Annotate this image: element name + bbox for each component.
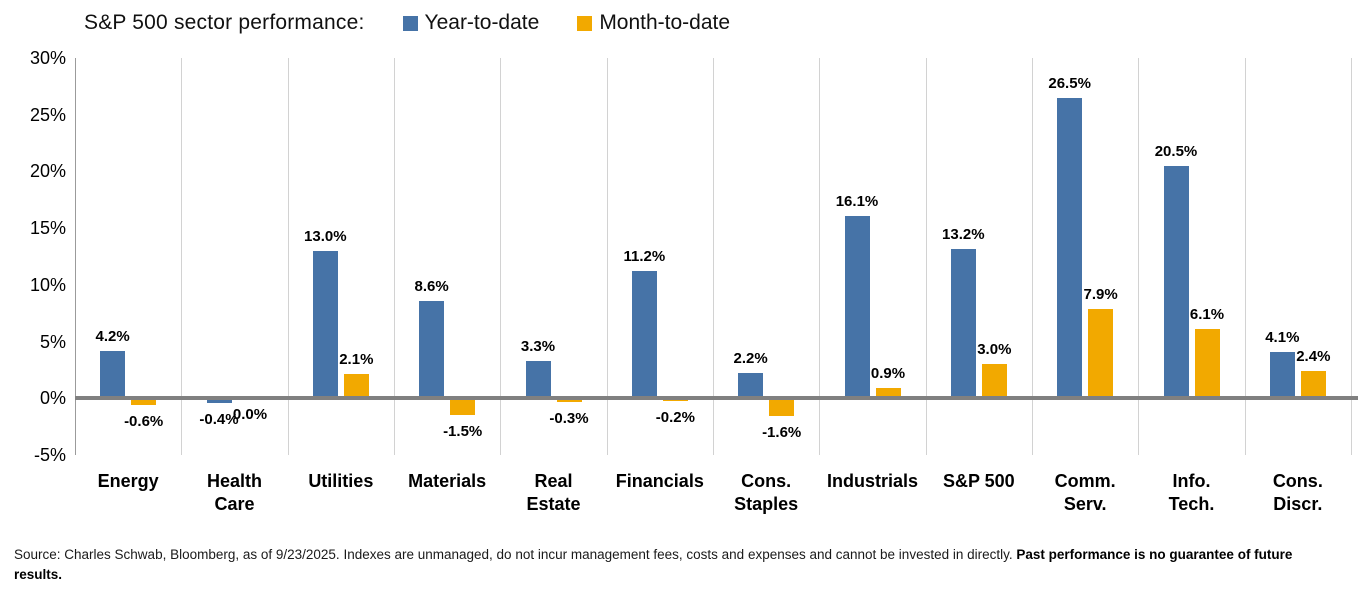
value-label-year-to-date-industrials: 16.1%	[835, 192, 879, 210]
bar-year-to-date-energy	[100, 350, 126, 399]
bar-month-to-date-cons-discr	[1300, 371, 1326, 399]
legend-swatch-year-to-date-icon	[402, 15, 418, 31]
value-label-year-to-date-comm-serv: 26.5%	[1048, 74, 1091, 92]
gridline	[925, 58, 927, 455]
source-note-bold-text: Past performance is no guarantee of futu…	[14, 546, 1293, 583]
value-label-month-to-date-info-tech: 6.1%	[1189, 306, 1225, 324]
gridline	[1032, 58, 1033, 455]
value-label-year-to-date-info-tech: 20.5%	[1154, 142, 1198, 160]
value-label-month-to-date-energy: -0.6%	[124, 413, 164, 431]
bar-year-to-date-s-p-500	[950, 248, 976, 399]
zero-axis-line	[75, 396, 1358, 401]
y-axis-tick-label: 0%	[39, 388, 66, 409]
y-axis-tick-label: -5%	[33, 445, 66, 465]
bar-year-to-date-info-tech	[1163, 165, 1189, 399]
x-axis-label-utilities: Utilities	[308, 471, 374, 491]
y-axis-tick-label: 30%	[29, 48, 66, 68]
gridline	[606, 58, 608, 455]
value-label-year-to-date-s-p-500: 13.2%	[942, 225, 985, 243]
y-axis-tick-label: 15%	[29, 218, 66, 239]
value-label-month-to-date-materials: -1.5%	[443, 423, 483, 441]
value-label-month-to-date-real-estate: -0.3%	[549, 409, 589, 427]
bar-month-to-date-info-tech	[1194, 329, 1220, 399]
gridline	[819, 58, 821, 455]
y-axis-tick-label: 25%	[29, 104, 66, 125]
gridline	[713, 58, 714, 455]
value-label-month-to-date-financials: -0.2%	[655, 408, 695, 426]
x-axis-label-financials: Financials	[615, 471, 704, 491]
gridline	[1244, 58, 1246, 455]
value-label-year-to-date-utilities: 13.0%	[304, 227, 347, 245]
x-axis-label-info-tech: Info. Tech.	[1168, 471, 1215, 515]
bar-year-to-date-real-estate	[525, 360, 551, 399]
value-label-year-to-date-health-care: -0.4%	[199, 410, 239, 428]
bar-year-to-date-financials	[631, 271, 657, 399]
x-axis-label-health-care: Health Care	[206, 471, 262, 515]
bar-month-to-date-cons-staples	[769, 398, 795, 417]
y-axis-tick-label: 5%	[39, 331, 66, 352]
bar-month-to-date-materials	[450, 398, 476, 416]
value-label-month-to-date-utilities: 2.1%	[339, 351, 374, 369]
bar-month-to-date-industrials	[875, 388, 901, 399]
x-axis-label-real-estate: Real Estate	[526, 471, 581, 515]
bar-month-to-date-s-p-500	[981, 364, 1007, 399]
legend-item-year-to-date: Year-to-date	[402, 11, 540, 35]
value-label-year-to-date-real-estate: 3.3%	[520, 337, 556, 355]
gridline	[394, 58, 395, 455]
x-axis-label-materials: Materials	[408, 471, 487, 491]
value-label-year-to-date-cons-staples: 2.2%	[733, 350, 768, 368]
y-axis-tick-label: 10%	[29, 274, 66, 295]
gridline	[500, 58, 502, 455]
bar-month-to-date-energy	[131, 398, 157, 406]
source-note-text: Source: Charles Schwab, Bloomberg, as of…	[14, 546, 1017, 562]
value-label-month-to-date-industrials: 0.9%	[870, 365, 906, 383]
chart-header: S&P 500 sector performance: Year-to-date…	[84, 8, 730, 38]
value-label-month-to-date-comm-serv: 7.9%	[1083, 285, 1118, 303]
value-label-year-to-date-materials: 8.6%	[414, 277, 449, 295]
value-label-month-to-date-health-care: 0.0%	[232, 406, 268, 424]
y-axis-line	[75, 58, 76, 455]
bar-month-to-date-comm-serv	[1088, 308, 1114, 399]
value-label-month-to-date-cons-staples: -1.6%	[762, 424, 802, 442]
gridline	[181, 58, 183, 455]
bar-year-to-date-health-care	[206, 398, 232, 403]
x-axis-label-cons-discr: Cons. Discr.	[1272, 471, 1323, 515]
chart-title: S&P 500 sector performance:	[84, 11, 365, 34]
bar-month-to-date-utilities	[343, 374, 369, 399]
x-axis-label-energy: Energy	[97, 471, 159, 491]
gridline	[1138, 58, 1140, 455]
value-label-month-to-date-s-p-500: 3.0%	[977, 341, 1012, 359]
value-label-year-to-date-cons-discr: 4.1%	[1265, 328, 1300, 346]
bar-year-to-date-utilities	[312, 250, 338, 399]
legend-item-month-to-date: Month-to-date	[577, 11, 730, 35]
source-note: Source: Charles Schwab, Bloomberg, as of…	[14, 545, 1314, 587]
bar-year-to-date-comm-serv	[1057, 97, 1083, 399]
value-label-year-to-date-energy: 4.2%	[95, 327, 130, 345]
x-axis-label-s-p-500: S&P 500	[942, 471, 1015, 491]
value-label-year-to-date-financials: 11.2%	[623, 248, 666, 266]
value-label-month-to-date-cons-discr: 2.4%	[1296, 348, 1331, 366]
gridline	[287, 58, 289, 455]
legend-swatch-month-to-date-icon	[577, 15, 593, 31]
bar-year-to-date-materials	[419, 300, 445, 399]
bar-year-to-date-industrials	[844, 215, 870, 399]
legend-label-month-to-date: Month-to-date	[599, 11, 731, 34]
legend-label-year-to-date: Year-to-date	[424, 11, 540, 34]
bar-year-to-date-cons-discr	[1269, 351, 1295, 399]
x-axis-label-cons-staples: Cons. Staples	[734, 471, 799, 515]
y-axis-tick-label: 20%	[29, 161, 66, 182]
bar-year-to-date-cons-staples	[738, 373, 764, 399]
x-axis-label-industrials: Industrials	[826, 471, 918, 491]
gridline	[1351, 58, 1352, 455]
x-axis-label-comm-serv: Comm. Serv.	[1054, 471, 1116, 515]
